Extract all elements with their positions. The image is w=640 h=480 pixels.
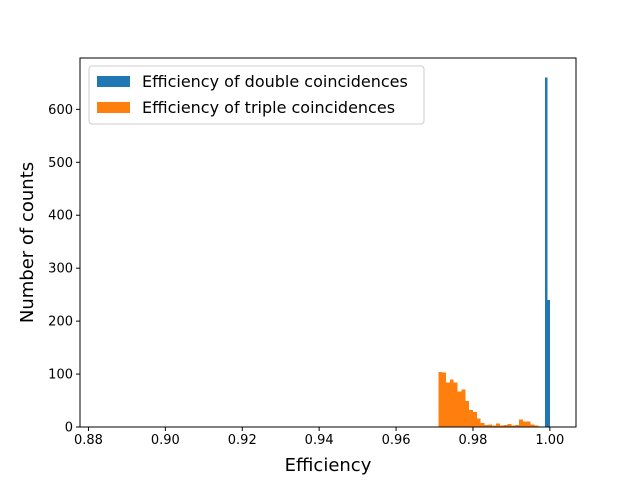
bar-series-1-bin-11 [480, 422, 485, 427]
bar-series-1-bin-25 [534, 425, 539, 427]
bar-series-1-bin-7 [465, 401, 470, 427]
bar-series-1-bin-6 [461, 389, 466, 427]
bar-series-1-bin-10 [476, 418, 481, 427]
bar-series-1-bin-18 [507, 423, 512, 427]
bar-series-1-bin-24 [530, 424, 535, 427]
x-tick-label: 0.98 [458, 433, 487, 448]
legend-box [88, 65, 425, 125]
x-tick-label: 0.92 [228, 433, 257, 448]
y-tick-label: 500 [48, 156, 73, 171]
bar-series-1-bin-22 [522, 421, 527, 427]
x-tick-label: 0.96 [382, 433, 411, 448]
legend-swatch [97, 102, 130, 113]
bar-series-1-bin-21 [519, 419, 523, 427]
x-tick-label: 1.00 [535, 433, 564, 448]
x-tick-label: 0.90 [151, 433, 180, 448]
bar-series-1-bin-4 [453, 382, 458, 427]
x-axis-label: Efficiency [285, 455, 372, 476]
bar-series-1-bin-0 [438, 371, 443, 427]
bar-series-1-bin-8 [469, 410, 473, 427]
y-tick-label: 600 [48, 103, 73, 118]
bar-series-0-bin-1 [547, 299, 550, 427]
bar-series-0-bin-0 [545, 77, 548, 428]
plot-frame [79, 57, 577, 428]
legend-label: Efficiency of double coincidences [142, 72, 408, 91]
histogram-bars [438, 77, 550, 428]
bar-series-1-bin-13 [488, 424, 493, 427]
y-axis-label: Number of counts [17, 162, 38, 323]
legend-swatch [97, 76, 130, 87]
bar-series-1-bin-14 [492, 425, 497, 427]
y-tick-label: 0 [65, 421, 73, 436]
y-tick-label: 400 [48, 209, 73, 224]
bar-series-1-bin-3 [449, 379, 454, 427]
bar-series-1-bin-12 [484, 424, 489, 427]
legend-label: Efficiency of triple coincidences [142, 98, 395, 117]
bar-series-1-bin-16 [499, 425, 504, 427]
x-tick-label: 0.88 [74, 433, 103, 448]
bar-series-1-bin-19 [511, 425, 516, 427]
bar-series-1-bin-23 [526, 421, 531, 427]
bar-series-1-bin-15 [496, 423, 500, 427]
bar-series-1-bin-17 [503, 424, 508, 427]
y-tick-label: 200 [48, 315, 73, 330]
bar-series-1-bin-9 [472, 412, 477, 427]
bar-series-1-bin-1 [442, 372, 447, 427]
bar-series-1-bin-2 [446, 382, 450, 427]
x-axis-ticks: 0.88 0.90 0.92 0.94 0.96 0.98 1.00 [74, 427, 564, 448]
y-axis-ticks: 0 100 200 300 400 500 600 [48, 103, 80, 436]
y-tick-label: 100 [48, 368, 73, 383]
y-tick-label: 300 [48, 262, 73, 277]
bar-series-1-bin-20 [515, 424, 520, 427]
legend: Efficiency of double coincidences Efficie… [88, 65, 425, 125]
bar-series-1-bin-5 [457, 391, 462, 427]
x-tick-label: 0.94 [305, 433, 334, 448]
